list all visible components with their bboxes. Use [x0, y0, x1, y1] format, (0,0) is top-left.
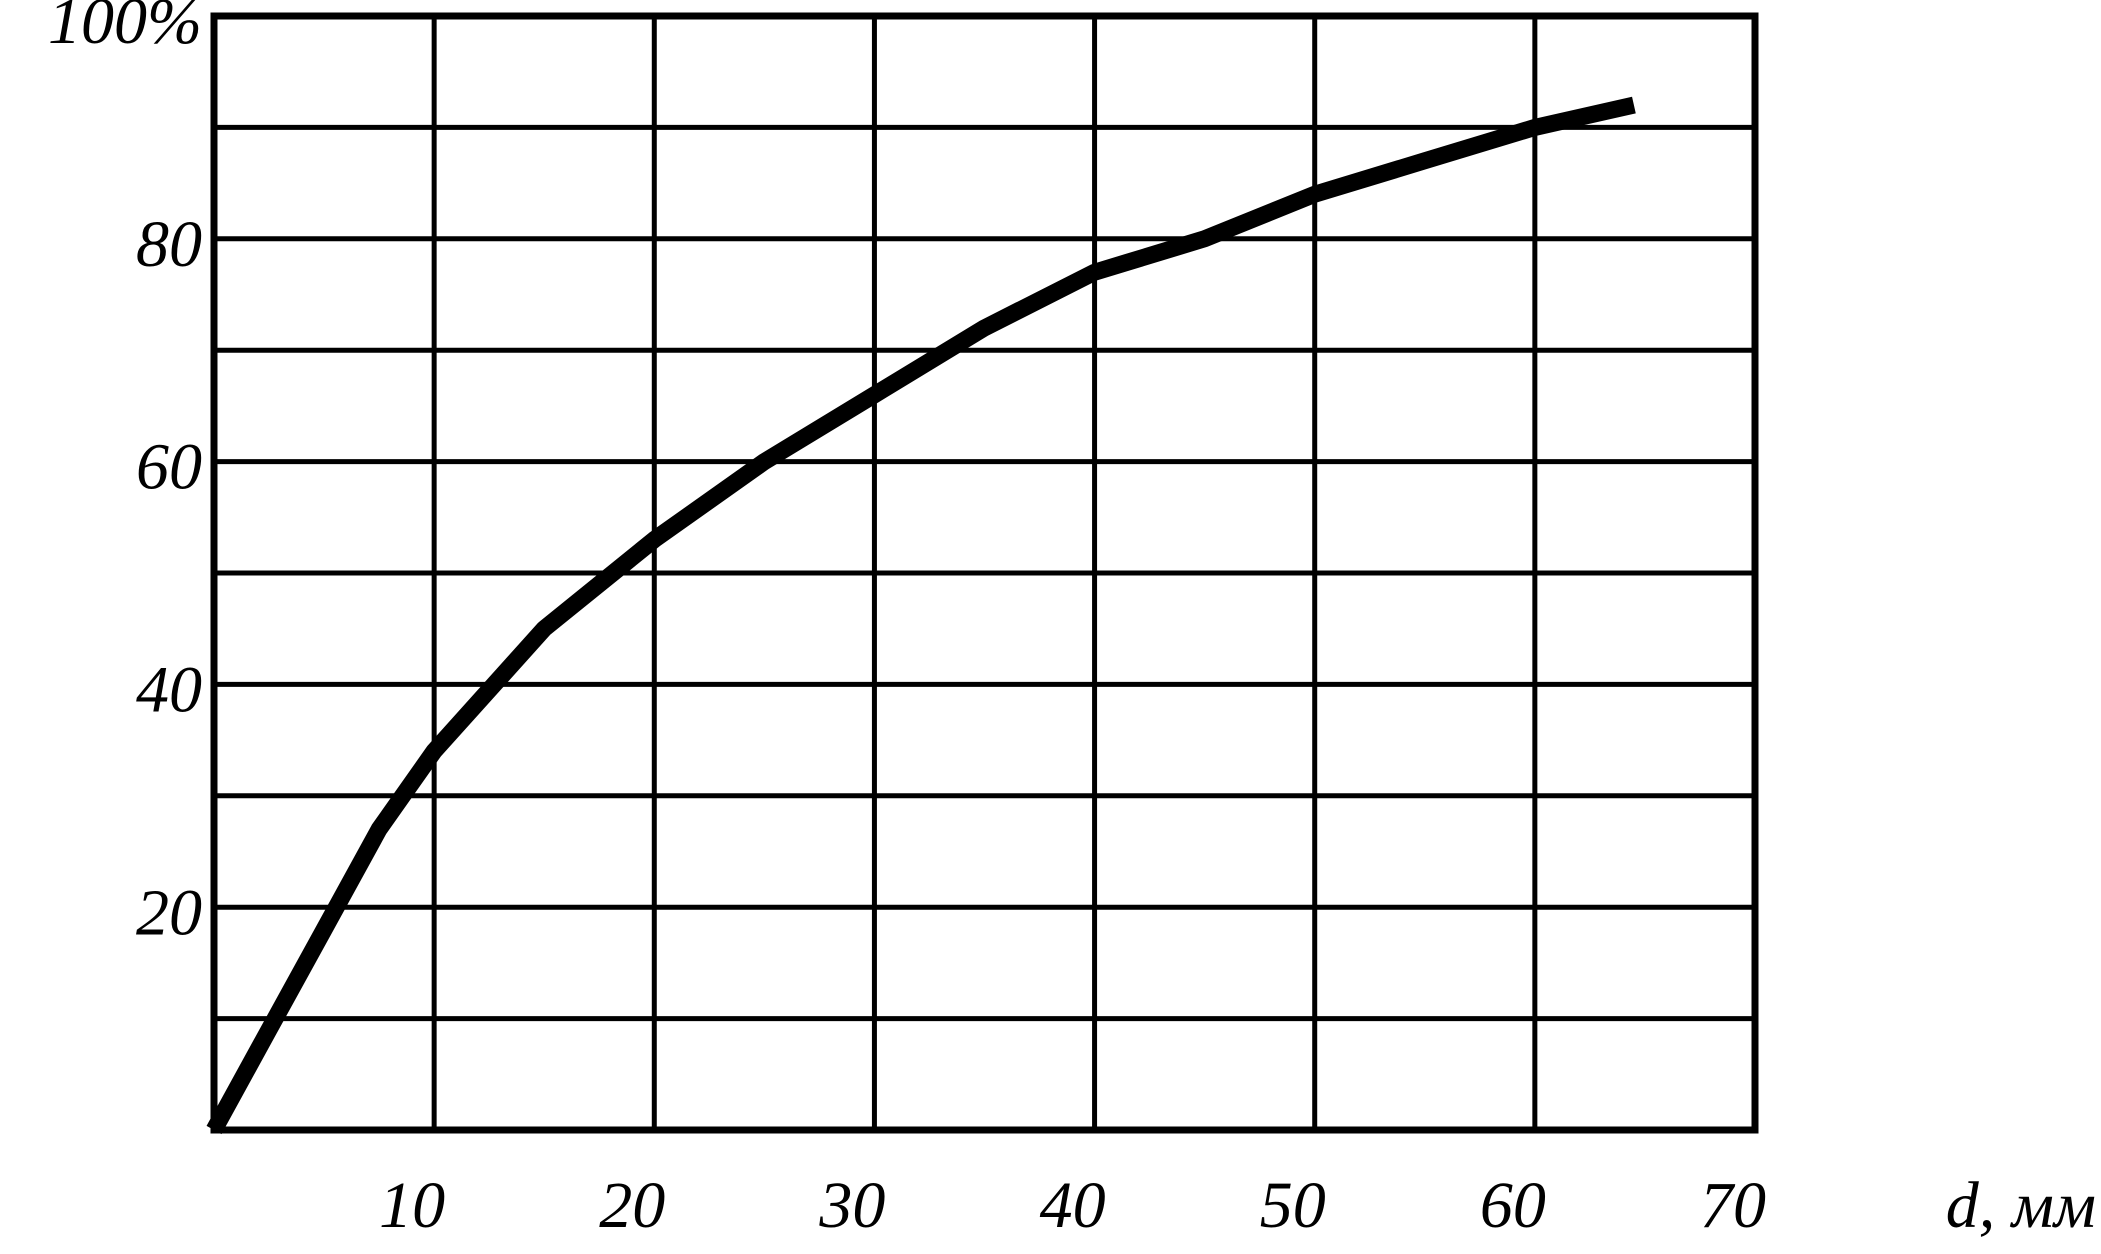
plot-frame [210, 12, 1759, 1134]
y-tick-label: 20 [136, 876, 202, 949]
data-line [206, 96, 1636, 1135]
y-tick-label: 40 [136, 654, 202, 727]
y-tick-label: 100% [48, 0, 202, 58]
x-tick-label: 40 [1040, 1169, 1106, 1242]
x-tick-label: 30 [818, 1169, 885, 1242]
x-tick-label: 60 [1480, 1169, 1546, 1242]
x-tick-label: 10 [379, 1169, 445, 1242]
x-tick-label: 20 [599, 1169, 665, 1242]
y-tick-label: 60 [136, 431, 202, 504]
x-axis-label: d, мм [1946, 1169, 2096, 1242]
y-tick-label: 80 [136, 208, 202, 281]
x-tick-label: 50 [1260, 1169, 1326, 1242]
x-tick-label: 70 [1700, 1169, 1766, 1242]
